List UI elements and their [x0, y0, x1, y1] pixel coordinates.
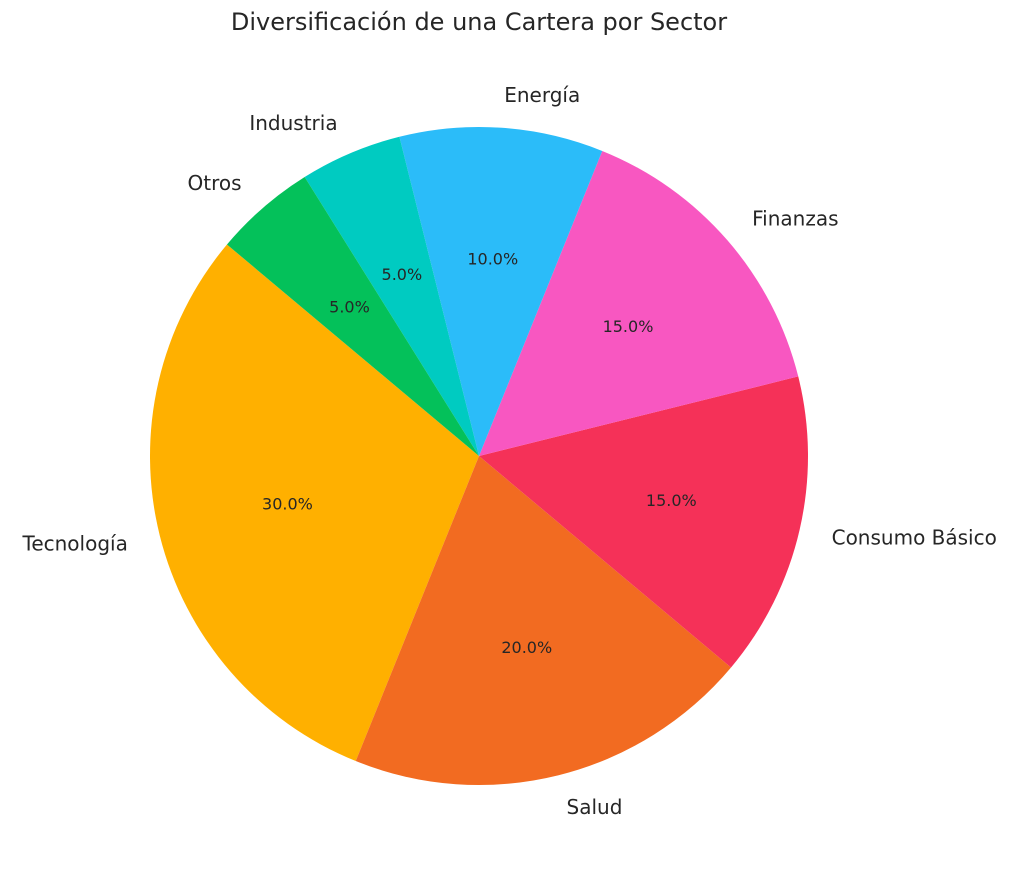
slice-percent-label: 5.0%: [329, 298, 370, 317]
slice-category-label: Energía: [504, 83, 580, 107]
slice-percent-label: 30.0%: [262, 494, 313, 513]
slice-category-label: Finanzas: [752, 207, 838, 231]
slice-category-label: Otros: [188, 171, 242, 195]
slice-percent-label: 15.0%: [646, 491, 697, 510]
slice-category-label: Salud: [567, 795, 623, 819]
slice-percent-label: 5.0%: [382, 265, 423, 284]
pie-slice-energia: [399, 127, 603, 456]
slice-category-label: Tecnología: [22, 532, 128, 556]
pie-slice-finanzas: [479, 150, 799, 456]
slice-category-label: Industria: [249, 111, 337, 135]
pie-slice-tecnologia: [149, 244, 479, 762]
pie-slice-salud: [355, 456, 732, 785]
pie-slice-industria: [304, 136, 479, 456]
pie-slice-otros: [226, 176, 479, 456]
slice-percent-label: 20.0%: [501, 638, 552, 657]
chart-title: Diversificación de una Cartera por Secto…: [230, 8, 728, 36]
slice-category-label: Consumo Básico: [832, 525, 997, 549]
slice-percent-label: 15.0%: [603, 317, 654, 336]
pie-slice-consumo-basico: [479, 376, 808, 668]
slice-percent-label: 10.0%: [467, 250, 518, 269]
